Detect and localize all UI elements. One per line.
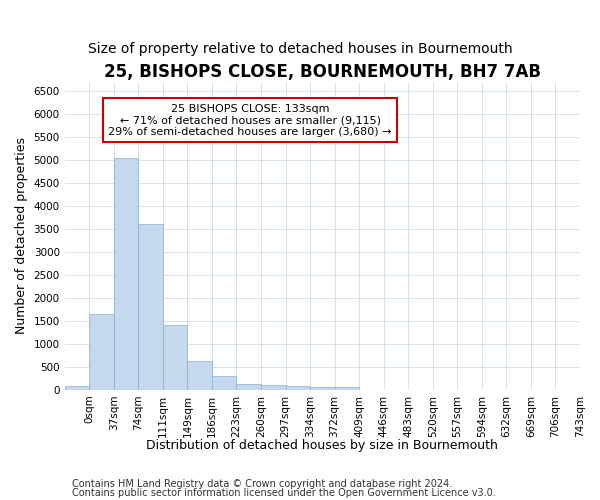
Bar (286, 386, 310, 390)
Text: Contains public sector information licensed under the Open Government Licence v3: Contains public sector information licen… (72, 488, 496, 498)
Bar (261, 385, 286, 390)
Bar (114, 158, 138, 390)
Text: 25 BISHOPS CLOSE: 133sqm
← 71% of detached houses are smaller (9,115)
29% of sem: 25 BISHOPS CLOSE: 133sqm ← 71% of detach… (109, 104, 392, 137)
Text: Size of property relative to detached houses in Bournemouth: Size of property relative to detached ho… (88, 42, 512, 56)
Title: 25, BISHOPS CLOSE, BOURNEMOUTH, BH7 7AB: 25, BISHOPS CLOSE, BOURNEMOUTH, BH7 7AB (104, 62, 541, 80)
Bar (163, 326, 187, 390)
Bar (310, 388, 335, 390)
Bar (335, 387, 359, 390)
Bar (212, 376, 236, 390)
Bar (236, 384, 261, 390)
Bar (138, 224, 163, 390)
Text: Contains HM Land Registry data © Crown copyright and database right 2024.: Contains HM Land Registry data © Crown c… (72, 479, 452, 489)
Bar (65, 386, 89, 390)
Bar (187, 361, 212, 390)
X-axis label: Distribution of detached houses by size in Bournemouth: Distribution of detached houses by size … (146, 440, 498, 452)
Y-axis label: Number of detached properties: Number of detached properties (15, 138, 28, 334)
Bar (89, 314, 114, 390)
